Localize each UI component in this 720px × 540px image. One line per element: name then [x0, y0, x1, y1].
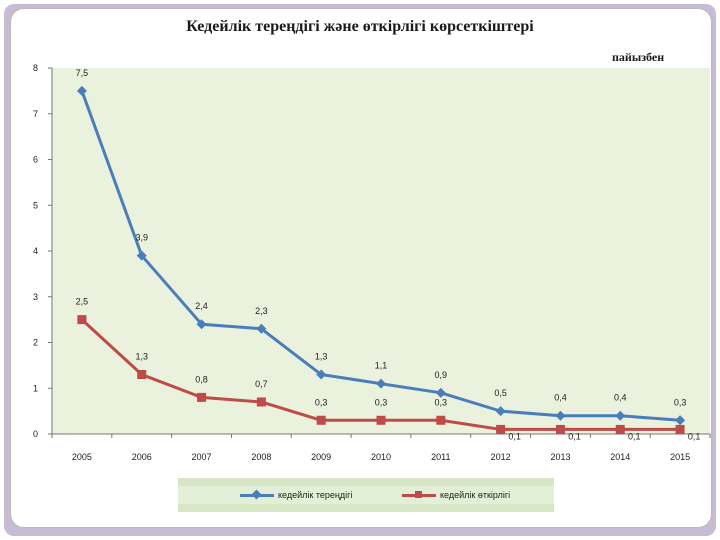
unit-label: пайызбен	[612, 50, 665, 64]
y-tick-label: 4	[33, 246, 38, 256]
data-label: 0,1	[688, 431, 701, 441]
y-tick-label: 8	[33, 63, 38, 73]
x-tick-label: 2008	[251, 452, 271, 462]
y-tick-label: 6	[33, 155, 38, 165]
data-label: 2,5	[76, 297, 89, 307]
data-point-diamond	[196, 319, 207, 330]
data-point-square	[555, 424, 565, 434]
data-point-square	[615, 424, 625, 434]
data-point-square	[137, 370, 147, 380]
data-label: 3,9	[135, 233, 148, 243]
data-point-square	[496, 424, 506, 434]
y-tick-label: 3	[33, 292, 38, 302]
data-point-diamond	[136, 250, 147, 261]
data-label: 7,5	[76, 68, 89, 78]
x-tick-label: 2009	[311, 452, 331, 462]
x-tick-label: 2014	[610, 452, 630, 462]
data-point-diamond	[435, 387, 446, 398]
data-point-diamond	[495, 406, 506, 417]
data-point-diamond	[316, 369, 327, 380]
y-tick-label: 1	[33, 383, 38, 393]
x-tick-label: 2007	[192, 452, 212, 462]
y-tick-label: 5	[33, 200, 38, 210]
diamond-marker-icon	[251, 489, 262, 500]
data-label: 0,1	[508, 431, 521, 441]
data-point-square	[436, 415, 446, 425]
x-tick-label: 2005	[72, 452, 92, 462]
data-point-diamond	[555, 410, 566, 421]
x-tick-label: 2013	[550, 452, 570, 462]
data-point-diamond	[256, 323, 267, 334]
data-label: 0,1	[628, 431, 641, 441]
data-label: 1,3	[135, 352, 148, 362]
y-tick-label: 7	[33, 109, 38, 119]
data-label: 0,7	[255, 379, 268, 389]
data-label: 0,5	[494, 388, 507, 398]
x-tick-label: 2015	[670, 452, 690, 462]
data-label: 0,3	[375, 397, 388, 407]
data-label: 2,3	[255, 306, 268, 316]
plot-area	[52, 68, 710, 434]
x-tick-label: 2006	[132, 452, 152, 462]
data-point-square	[256, 397, 266, 407]
data-label: 0,9	[435, 370, 448, 380]
data-point-diamond	[376, 378, 386, 389]
data-point-square	[197, 392, 207, 402]
legend-item-depth: кедейлік тереңдігі	[240, 488, 352, 502]
data-label: 1,3	[315, 352, 328, 362]
data-point-square	[675, 424, 685, 434]
data-point-square	[77, 315, 87, 325]
data-label: 2,4	[195, 301, 208, 311]
data-point-diamond	[675, 415, 686, 426]
legend-swatch-depth	[240, 488, 274, 502]
legend-item-severity: кедейлік өткірлігі	[402, 488, 510, 502]
legend: кедейлік тереңдігі кедейлік өткірлігі	[178, 478, 554, 512]
legend-label-depth: кедейлік тереңдігі	[278, 490, 353, 500]
legend-swatch-severity	[402, 488, 436, 502]
data-point-square	[376, 415, 386, 425]
data-point-diamond	[76, 85, 87, 96]
y-tick-label: 0	[33, 429, 38, 439]
data-label: 0,3	[315, 397, 328, 407]
data-label: 0,4	[554, 393, 567, 403]
y-tick-label: 2	[33, 338, 38, 348]
data-label: 0,1	[568, 431, 581, 441]
chart-title: Кедейлік тереңдігі және өткірлігі көрсет…	[186, 18, 534, 35]
legend-box: кедейлік тереңдігі кедейлік өткірлігі	[178, 486, 554, 504]
x-tick-label: 2011	[431, 452, 450, 462]
x-tick-label: 2010	[371, 452, 391, 462]
data-label: 0,8	[195, 374, 208, 384]
data-point-square	[316, 415, 326, 425]
data-label: 0,3	[674, 397, 687, 407]
x-tick-label: 2012	[491, 452, 511, 462]
data-label: 1,1	[375, 361, 388, 371]
data-point-diamond	[615, 410, 626, 421]
legend-label-severity: кедейлік өткірлігі	[440, 490, 511, 500]
data-label: 0,3	[435, 397, 448, 407]
data-label: 0,4	[614, 393, 627, 403]
square-marker-icon	[415, 491, 422, 498]
